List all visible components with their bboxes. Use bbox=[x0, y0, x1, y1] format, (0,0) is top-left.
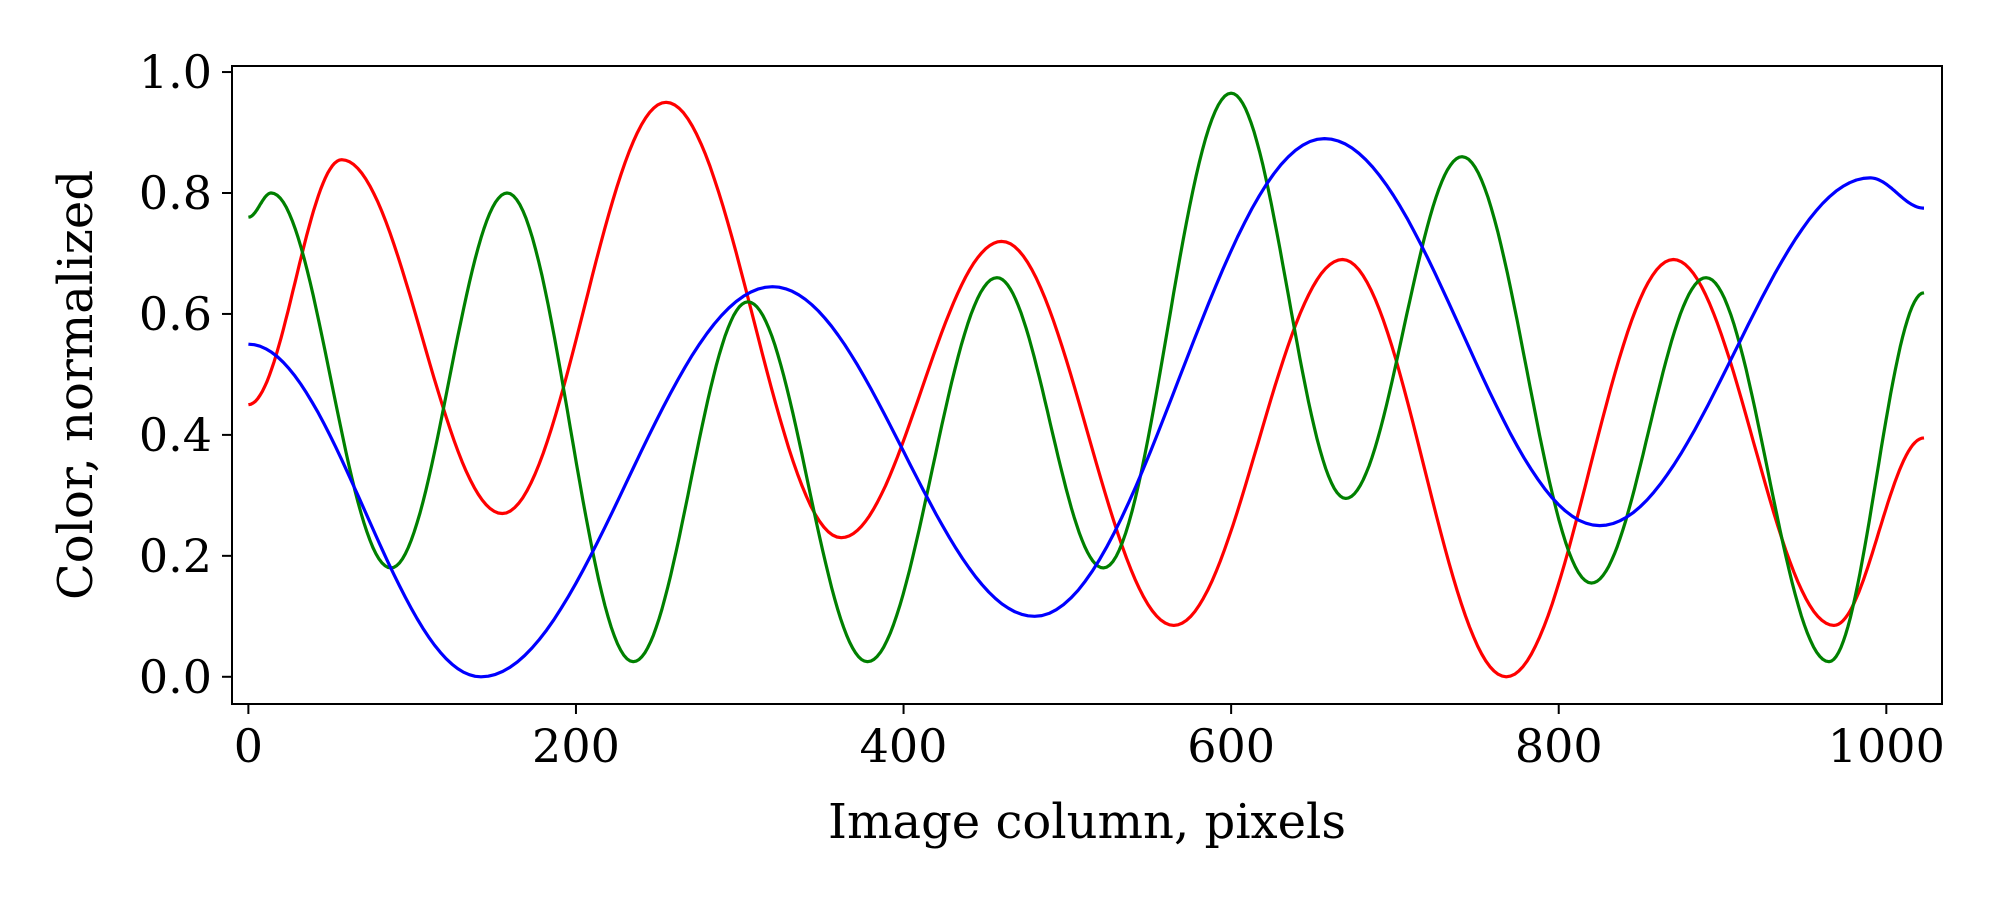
y-tick-label: 0.4 bbox=[139, 408, 212, 462]
x-tick-label: 0 bbox=[234, 719, 263, 773]
y-axis-label: Color, normalized bbox=[48, 170, 104, 600]
x-tick-label: 600 bbox=[1187, 719, 1275, 773]
x-tick-label: 400 bbox=[860, 719, 948, 773]
ticks-layer: 0 200 400 600 800 1000 0.0 0.2 0.4 0.6 0.8 1.0 bbox=[139, 45, 1945, 773]
x-tick-label: 1000 bbox=[1828, 719, 1945, 773]
y-tick-label: 0.2 bbox=[139, 529, 212, 583]
y-tick-label: 0.6 bbox=[139, 287, 212, 341]
y-tick-label: 0.8 bbox=[139, 166, 212, 220]
x-tick-label: 800 bbox=[1515, 719, 1603, 773]
series-line-1 bbox=[248, 100, 1925, 679]
series-layer bbox=[247, 91, 1925, 679]
x-tick-label: 200 bbox=[532, 719, 620, 773]
plot-area-frame bbox=[231, 65, 1943, 705]
x-axis-label: Image column, pixels bbox=[828, 794, 1346, 850]
series-line-2 bbox=[247, 91, 1925, 664]
series-line-3 bbox=[248, 137, 1925, 679]
y-tick-label: 0.0 bbox=[139, 650, 212, 704]
y-tick-label: 1.0 bbox=[139, 45, 212, 99]
